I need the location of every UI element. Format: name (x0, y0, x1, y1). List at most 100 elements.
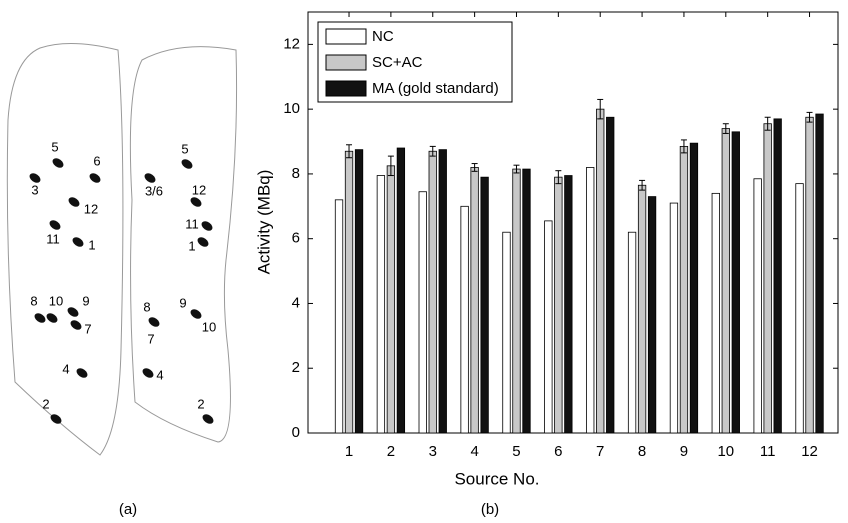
legend-swatch (325, 28, 367, 45)
source-label: 9 (179, 295, 186, 310)
legend-swatch (325, 54, 367, 71)
bar (376, 175, 386, 434)
bar (795, 183, 804, 434)
source-label: 7 (147, 331, 154, 346)
source-label: 2 (197, 396, 204, 411)
y-axis-label: Activity (MBq) (254, 170, 273, 275)
source-blob (72, 237, 84, 247)
y-tick-label: 2 (292, 359, 300, 376)
source-blob (29, 173, 41, 183)
y-tick-label: 12 (283, 35, 300, 52)
source-label: 4 (62, 361, 69, 376)
source-label: 8 (143, 299, 150, 314)
source-label: 2 (42, 396, 49, 411)
legend-swatch (325, 80, 367, 97)
bar (438, 149, 447, 434)
bar (460, 205, 469, 434)
source-label: 5 (51, 139, 58, 154)
error-bar (346, 144, 353, 159)
bar (544, 220, 553, 434)
bar (554, 176, 563, 434)
source-blob (148, 317, 160, 327)
bar (418, 191, 427, 434)
bar (512, 168, 521, 434)
x-tick-label: 9 (680, 443, 688, 460)
source-blob (70, 320, 82, 330)
bar (502, 231, 511, 434)
bar (428, 150, 437, 434)
phantom-outline (129, 46, 238, 443)
source-blob (50, 414, 62, 424)
source-blob (142, 368, 154, 378)
error-bar (513, 164, 520, 174)
legend-label: MA (gold standard) (372, 80, 499, 97)
bar (522, 168, 531, 434)
x-tick-label: 7 (596, 443, 604, 460)
bar (763, 123, 772, 434)
bar (480, 176, 489, 434)
y-tick-label: 6 (292, 230, 300, 247)
source-blob (46, 313, 58, 323)
source-label: 11 (185, 216, 199, 231)
y-tick-label: 4 (292, 294, 300, 311)
source-label: 4 (156, 367, 163, 382)
bar (606, 116, 615, 434)
phantom-outline (6, 42, 124, 456)
bar (711, 192, 720, 434)
source-blob (201, 221, 213, 231)
bar (354, 149, 364, 434)
x-tick-label: 10 (717, 443, 734, 460)
bar (586, 167, 595, 434)
bar (596, 108, 605, 434)
source-label: 12 (192, 182, 206, 197)
source-blob (34, 313, 46, 323)
error-bar (555, 170, 562, 185)
source-blob (190, 309, 202, 319)
y-tick-label: 10 (283, 100, 300, 117)
source-label: 1 (88, 237, 95, 252)
error-bar (764, 116, 771, 131)
panel-label: (a) (119, 501, 137, 518)
source-blob (89, 173, 101, 183)
source-label: 6 (93, 153, 100, 168)
x-tick-label: 1 (345, 443, 353, 460)
bar (773, 118, 782, 434)
error-bar (387, 155, 394, 177)
source-blob (68, 197, 80, 207)
bar (627, 231, 637, 434)
source-blob (49, 220, 61, 230)
x-tick-label: 6 (554, 443, 562, 460)
source-label: 3/6 (145, 183, 163, 198)
source-label: 11 (46, 231, 60, 246)
source-label: 12 (84, 201, 98, 216)
source-blob (202, 414, 214, 424)
bar (470, 167, 479, 434)
bar (334, 199, 344, 434)
source-label: 10 (49, 293, 63, 308)
source-blob (197, 237, 209, 247)
bar (396, 147, 406, 434)
source-label: 10 (202, 319, 216, 334)
source-label: 8 (30, 293, 37, 308)
x-tick-label: 4 (470, 443, 478, 460)
x-tick-label: 11 (760, 443, 776, 460)
source-label: 5 (181, 141, 188, 156)
legend: NC SC+AC MA (gold standard) (317, 21, 513, 103)
bar (753, 178, 762, 434)
source-blob (76, 368, 88, 378)
error-bar (471, 163, 478, 172)
bar (689, 142, 699, 434)
bar (669, 202, 679, 434)
error-bar (597, 98, 604, 120)
source-blob (190, 197, 202, 207)
bar (815, 113, 824, 434)
y-tick-label: 8 (292, 165, 300, 182)
error-bar (639, 179, 646, 191)
bar (564, 175, 573, 434)
source-blob (181, 159, 193, 169)
bar (344, 150, 354, 434)
